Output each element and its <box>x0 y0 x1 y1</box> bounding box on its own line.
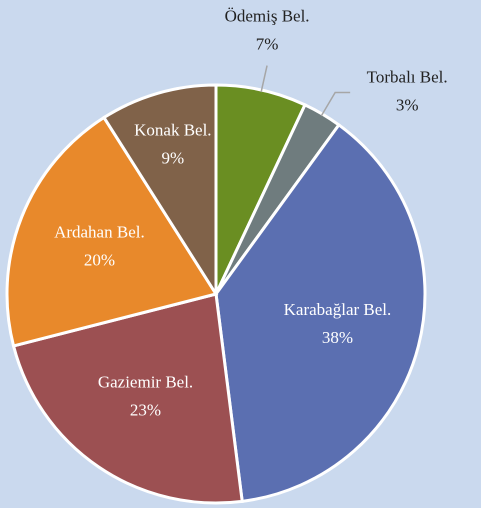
slice-label: Torbalı Bel. <box>367 67 448 86</box>
pie-slice <box>101 83 218 300</box>
slice-value: 38% <box>322 328 353 347</box>
slice-value: 23% <box>130 401 161 420</box>
pie-slice <box>214 122 427 504</box>
slice-value: 3% <box>396 95 419 114</box>
pie-slice <box>11 292 244 505</box>
slice-value: 20% <box>84 251 115 270</box>
pie-slice <box>5 115 219 348</box>
slice-label: Konak Bel. <box>134 120 211 139</box>
slice-label: Ödemiş Bel. <box>225 6 310 25</box>
slice-value: 9% <box>162 148 185 167</box>
slice-label: Ardahan Bel. <box>54 223 145 242</box>
slice-label: Karabağlar Bel. <box>284 300 392 319</box>
leader-line <box>320 91 351 117</box>
slice-value: 7% <box>256 34 279 53</box>
leader-line <box>260 65 268 93</box>
slice-label: Gaziemir Bel. <box>98 373 193 392</box>
